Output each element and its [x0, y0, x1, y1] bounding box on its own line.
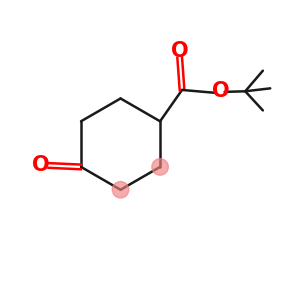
Circle shape	[112, 182, 129, 198]
Text: O: O	[171, 41, 188, 61]
Circle shape	[152, 159, 168, 175]
Text: O: O	[212, 81, 230, 101]
Text: O: O	[32, 155, 49, 176]
